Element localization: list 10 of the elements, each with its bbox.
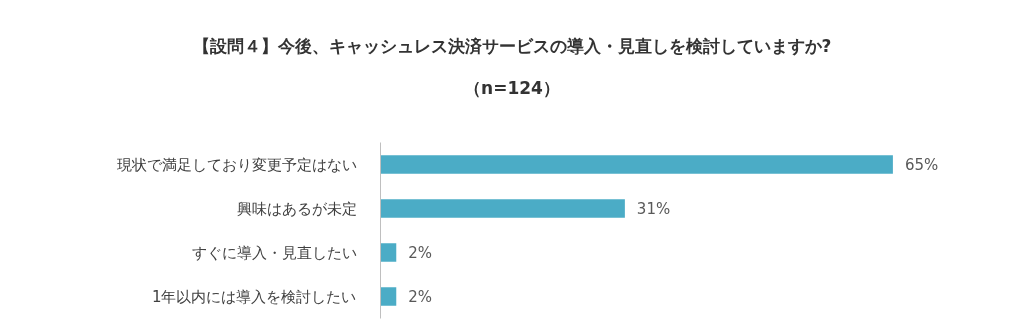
chart-title: 【設問４】今後、キャッシュレス決済サービスの導入・見直しを検討していますか? — [192, 35, 832, 58]
y-tick-label: 興味はあるが未定 — [236, 199, 357, 218]
y-tick-label: 現状で満足しており変更予定はない — [116, 155, 357, 174]
data-label: 2% — [408, 243, 433, 262]
y-tick-label: 1年以内には導入を検討したい — [151, 287, 357, 306]
data-label: 31% — [636, 199, 671, 218]
data-label: 2% — [408, 287, 433, 306]
y-tick-label: すぐに導入・見直したい — [191, 243, 357, 262]
data-label: 65% — [904, 155, 939, 174]
chart-subtitle: （n=124） — [464, 77, 560, 100]
